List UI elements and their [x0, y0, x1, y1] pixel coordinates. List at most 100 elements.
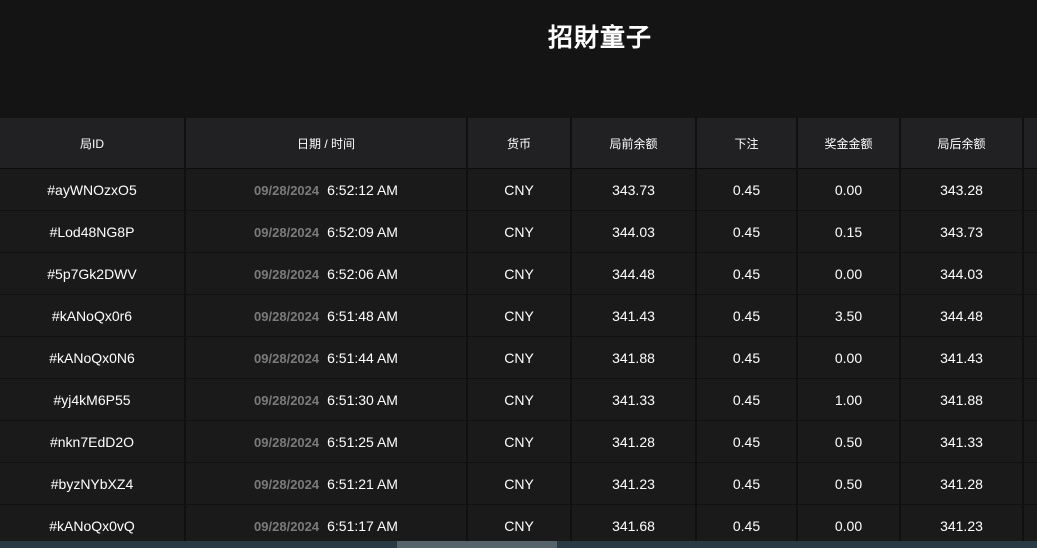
- table-row[interactable]: #kANoQx0vQ 09/28/2024 6:51:17 AM CNY 341.68 0…: [0, 504, 1037, 541]
- cell-datetime: 09/28/2024 6:52:12 AM: [185, 168, 468, 211]
- column-header: 奖金金额: [797, 118, 901, 169]
- time: 6:51:44 AM: [327, 349, 398, 366]
- date: 09/28/2024: [254, 266, 320, 282]
- date: 09/28/2024: [254, 224, 320, 240]
- cell-currency: CNY: [467, 210, 572, 253]
- column-header: 下注: [696, 118, 798, 169]
- cell-datetime: 09/28/2024 6:52:09 AM: [185, 210, 468, 253]
- cell-extra: [1023, 294, 1037, 337]
- cell-extra: [1023, 462, 1037, 505]
- cell-datetime: 09/28/2024 6:51:17 AM: [185, 504, 468, 541]
- cell-currency: CNY: [467, 420, 572, 463]
- date: 09/28/2024: [254, 434, 320, 450]
- horizontal-scrollbar[interactable]: [0, 541, 1037, 548]
- table-row[interactable]: #ayWNOzxO5 09/28/2024 6:52:12 AM CNY 343.73 0…: [0, 168, 1037, 211]
- column-header: 货币: [467, 118, 572, 169]
- column-header: [1023, 118, 1037, 169]
- cell-extra: [1023, 168, 1037, 211]
- cell-currency: CNY: [467, 168, 572, 211]
- cell-after: 341.28: [900, 462, 1024, 505]
- cell-bet: 0.45: [696, 210, 798, 253]
- cell-currency: CNY: [467, 252, 572, 295]
- cell-datetime: 09/28/2024 6:51:30 AM: [185, 378, 468, 421]
- time: 6:52:06 AM: [327, 265, 398, 282]
- cell-datetime: 09/28/2024 6:51:25 AM: [185, 420, 468, 463]
- cell-datetime: 09/28/2024 6:51:21 AM: [185, 462, 468, 505]
- cell-win: 0.50: [797, 420, 901, 463]
- cell-bet: 0.45: [696, 336, 798, 379]
- cell-currency: CNY: [467, 294, 572, 337]
- cell-extra: [1023, 336, 1037, 379]
- table-row[interactable]: #nkn7EdD2O 09/28/2024 6:51:25 AM CNY 341.28 0…: [0, 420, 1037, 463]
- cell-currency: CNY: [467, 504, 572, 541]
- table-row[interactable]: #byzNYbXZ4 09/28/2024 6:51:21 AM CNY 341.23 0…: [0, 462, 1037, 505]
- cell-datetime: 09/28/2024 6:51:48 AM: [185, 294, 468, 337]
- page-title: 招財童子: [547, 24, 652, 52]
- column-header: 日期 / 时间: [185, 118, 468, 169]
- cell-after: 344.48: [900, 294, 1024, 337]
- cell-id: #Lod48NG8P: [0, 210, 186, 253]
- cell-win: 1.00: [797, 378, 901, 421]
- table-row[interactable]: #5p7Gk2DWV 09/28/2024 6:52:06 AM CNY 344.48 0…: [0, 252, 1037, 295]
- cell-after: 341.23: [900, 504, 1024, 541]
- cell-id: #kANoQx0N6: [0, 336, 186, 379]
- cell-extra: [1023, 210, 1037, 253]
- cell-bet: 0.45: [696, 378, 798, 421]
- cell-bet: 0.45: [696, 462, 798, 505]
- cell-bet: 0.45: [696, 168, 798, 211]
- cell-win: 0.50: [797, 462, 901, 505]
- time: 6:51:48 AM: [327, 307, 398, 324]
- cell-extra: [1023, 252, 1037, 295]
- date: 09/28/2024: [254, 308, 320, 324]
- cell-currency: CNY: [467, 378, 572, 421]
- table-row[interactable]: #Lod48NG8P 09/28/2024 6:52:09 AM CNY 344.03 0…: [0, 210, 1037, 253]
- date: 09/28/2024: [254, 350, 320, 366]
- cell-after: 341.88: [900, 378, 1024, 421]
- cell-after: 343.28: [900, 168, 1024, 211]
- column-header: 局前余额: [571, 118, 697, 169]
- cell-id: #5p7Gk2DWV: [0, 252, 186, 295]
- cell-win: 0.00: [797, 336, 901, 379]
- time: 6:51:21 AM: [327, 475, 398, 492]
- cell-datetime: 09/28/2024 6:52:06 AM: [185, 252, 468, 295]
- cell-win: 0.00: [797, 168, 901, 211]
- cell-id: #byzNYbXZ4: [0, 462, 186, 505]
- cell-before: 341.68: [571, 504, 697, 541]
- cell-win: 3.50: [797, 294, 901, 337]
- cell-win: 0.00: [797, 504, 901, 541]
- cell-after: 343.73: [900, 210, 1024, 253]
- cell-bet: 0.45: [696, 252, 798, 295]
- table-header: 局ID 日期 / 时间 货币 局前余额 下注 奖金金额 局后余额: [0, 118, 1037, 169]
- cell-bet: 0.45: [696, 294, 798, 337]
- cell-id: #yj4kM6P55: [0, 378, 186, 421]
- cell-after: 344.03: [900, 252, 1024, 295]
- cell-before: 341.43: [571, 294, 697, 337]
- cell-extra: [1023, 420, 1037, 463]
- table-row[interactable]: #kANoQx0r6 09/28/2024 6:51:48 AM CNY 341.43 0…: [0, 294, 1037, 337]
- cell-before: 344.03: [571, 210, 697, 253]
- date: 09/28/2024: [254, 518, 320, 534]
- cell-bet: 0.45: [696, 420, 798, 463]
- date: 09/28/2024: [254, 392, 320, 408]
- table-row[interactable]: #kANoQx0N6 09/28/2024 6:51:44 AM CNY 341.88 0…: [0, 336, 1037, 379]
- column-header: 局后余额: [900, 118, 1024, 169]
- column-header: 局ID: [0, 118, 186, 169]
- cell-after: 341.33: [900, 420, 1024, 463]
- cell-before: 341.23: [571, 462, 697, 505]
- cell-currency: CNY: [467, 462, 572, 505]
- cell-after: 341.43: [900, 336, 1024, 379]
- scrollbar-thumb[interactable]: [397, 541, 557, 548]
- table-row[interactable]: #yj4kM6P55 09/28/2024 6:51:30 AM CNY 341.33 0…: [0, 378, 1037, 421]
- date: 09/28/2024: [254, 182, 320, 198]
- cell-win: 0.15: [797, 210, 901, 253]
- cell-extra: [1023, 378, 1037, 421]
- time: 6:51:25 AM: [327, 433, 398, 450]
- time: 6:51:30 AM: [327, 391, 398, 408]
- cell-before: 341.28: [571, 420, 697, 463]
- time: 6:51:17 AM: [327, 517, 398, 534]
- date: 09/28/2024: [254, 476, 320, 492]
- cell-bet: 0.45: [696, 504, 798, 541]
- cell-before: 341.33: [571, 378, 697, 421]
- cell-id: #kANoQx0vQ: [0, 504, 186, 541]
- history-table-container: 局ID 日期 / 时间 货币 局前余额 下注 奖金金额 局后余额 #ayWNOzxO5 09/…: [0, 118, 1037, 541]
